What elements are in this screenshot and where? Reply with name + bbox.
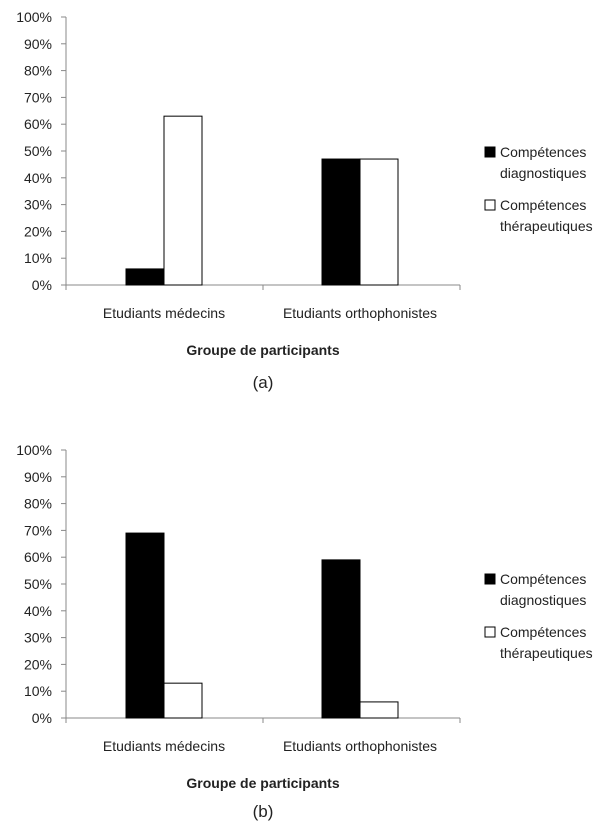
y-tick-label: 60% (24, 549, 52, 565)
y-tick-label: 80% (24, 63, 52, 79)
y-tick-label: 10% (24, 683, 52, 699)
legend-label: diagnostiques (500, 592, 586, 608)
legend-label: Compétences (500, 144, 586, 160)
legend-label: thérapeutiques (500, 645, 593, 661)
y-tick-label: 90% (24, 469, 52, 485)
y-tick-label: 100% (16, 442, 52, 458)
chart-a: 0% 10% 20% 30% 40% 50% 60% 70% 80% 90% 100% Etudian… (16, 9, 593, 392)
legend-label: Compétences (500, 571, 586, 587)
y-tick-label: 30% (24, 197, 52, 213)
legend-swatch (484, 199, 496, 211)
y-tick-label: 70% (24, 522, 52, 538)
legend-label: thérapeutiques (500, 218, 593, 234)
chart-b: 0% 10% 20% 30% 40% 50% 60% 70% 80% 90% 100% Etudian… (16, 442, 593, 821)
y-tick-label: 90% (24, 36, 52, 52)
bar-therapeutiques-orthophonistes (359, 701, 399, 719)
bar-diagnostiques-orthophonistes (321, 559, 361, 719)
x-category-label: Etudiants médecins (103, 305, 225, 321)
x-category-label: Etudiants orthophonistes (283, 738, 437, 754)
legend-label: Compétences (500, 624, 586, 640)
y-tick-label: 50% (24, 143, 52, 159)
y-tick-label: 40% (24, 170, 52, 186)
y-tick-label: 70% (24, 89, 52, 105)
y-tick-label: 40% (24, 603, 52, 619)
x-category-label: Etudiants médecins (103, 738, 225, 754)
legend-label: diagnostiques (500, 165, 586, 181)
x-axis-label: Groupe de participants (186, 775, 339, 791)
bar-therapeutiques-medecins (163, 682, 203, 719)
legend-swatch (484, 626, 496, 638)
y-tick-label: 80% (24, 496, 52, 512)
figure-caption: (a) (253, 373, 274, 392)
y-tick-label: 0% (32, 710, 52, 726)
y-tick-label: 50% (24, 576, 52, 592)
bar-therapeutiques-medecins (163, 115, 203, 286)
bar-diagnostiques-medecins (125, 532, 165, 719)
bar-diagnostiques-medecins (125, 268, 165, 286)
y-tick-label: 10% (24, 250, 52, 266)
figure-caption: (b) (253, 802, 274, 821)
legend-swatch (484, 146, 496, 158)
y-tick-label: 0% (32, 277, 52, 293)
y-tick-label: 60% (24, 116, 52, 132)
y-tick-label: 20% (24, 223, 52, 239)
y-tick-label: 20% (24, 656, 52, 672)
y-tick-label: 30% (24, 630, 52, 646)
legend-label: Compétences (500, 197, 586, 213)
bar-therapeutiques-orthophonistes (359, 158, 399, 286)
x-category-label: Etudiants orthophonistes (283, 305, 437, 321)
legend-swatch (484, 573, 496, 585)
bar-diagnostiques-orthophonistes (321, 158, 361, 286)
y-tick-label: 100% (16, 9, 52, 25)
x-axis-label: Groupe de participants (186, 342, 339, 358)
